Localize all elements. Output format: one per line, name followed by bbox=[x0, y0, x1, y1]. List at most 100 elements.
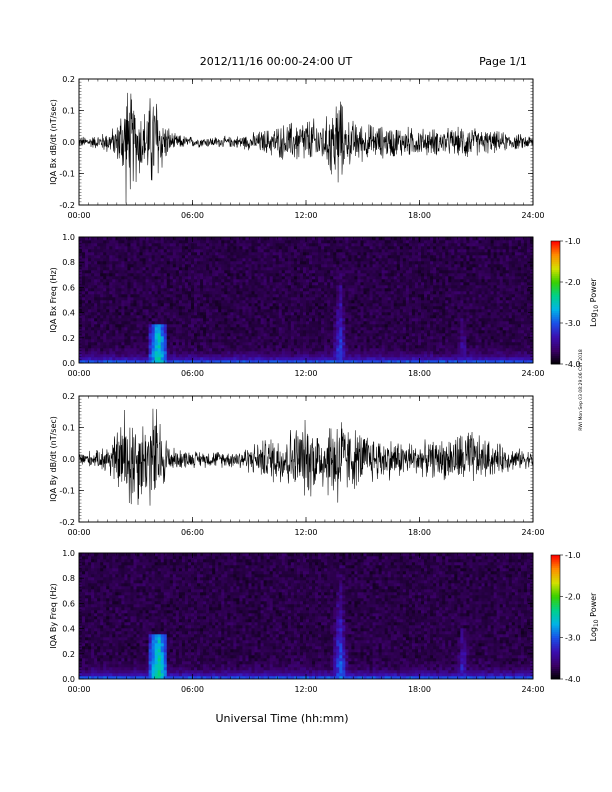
spectrogram-cell bbox=[215, 297, 219, 301]
spectrogram-cell bbox=[112, 336, 116, 340]
spectrogram-cell bbox=[221, 258, 225, 262]
spectrogram-cell bbox=[148, 339, 152, 343]
spectrogram-cell bbox=[315, 237, 319, 241]
spectrogram-cell bbox=[172, 300, 177, 304]
spectrogram-cell bbox=[260, 261, 264, 265]
spectrogram-cell bbox=[200, 273, 204, 277]
spectrogram-cell bbox=[130, 354, 134, 358]
spectrogram-cell bbox=[212, 264, 216, 268]
spectrogram-cell bbox=[242, 342, 246, 346]
spectrogram-cell bbox=[293, 318, 298, 322]
spectrogram-cell bbox=[184, 273, 189, 277]
spectrogram-cell bbox=[336, 249, 340, 253]
spectrogram-cell bbox=[118, 282, 122, 286]
spectrogram-cell bbox=[278, 258, 283, 262]
spectrogram-cell bbox=[263, 273, 267, 277]
spectrogram-cell bbox=[357, 258, 361, 262]
spectrogram-cell bbox=[82, 291, 86, 295]
spectrogram-cell bbox=[366, 258, 370, 262]
spectrogram-cell bbox=[178, 249, 183, 253]
spectrogram-cell bbox=[103, 288, 107, 292]
spectrogram-cell bbox=[133, 267, 137, 271]
spectrogram-cell bbox=[330, 354, 334, 358]
spectrogram-cell bbox=[236, 285, 240, 289]
spectrogram-cell bbox=[269, 285, 274, 289]
y-tick-label: -0.1 bbox=[59, 170, 75, 179]
spectrogram-cell bbox=[266, 258, 270, 262]
spectrogram-cell bbox=[184, 243, 189, 247]
spectrogram-cell bbox=[272, 258, 277, 262]
spectrogram-cell bbox=[381, 240, 385, 244]
spectrogram-cell bbox=[172, 279, 177, 283]
spectrogram-cell bbox=[417, 252, 422, 256]
spectrogram-cell bbox=[181, 261, 186, 265]
spectrogram-cell bbox=[233, 294, 237, 298]
spectrogram-cell bbox=[94, 267, 98, 271]
spectrogram-cell bbox=[411, 297, 416, 301]
spectrogram-cell bbox=[145, 258, 149, 262]
spectrogram-cell bbox=[254, 276, 258, 280]
spectrogram-cell bbox=[221, 336, 225, 340]
spectrogram-cell bbox=[203, 246, 207, 250]
spectrogram-cell bbox=[296, 318, 301, 322]
spectrogram-cell bbox=[148, 261, 152, 265]
spectrogram-cell bbox=[269, 336, 274, 340]
spectrogram-cell bbox=[233, 291, 237, 295]
spectrogram-cell bbox=[378, 357, 382, 361]
spectrogram-cell bbox=[245, 339, 249, 343]
spectrogram-cell bbox=[94, 348, 98, 352]
spectrogram-cell bbox=[333, 360, 337, 364]
spectrogram-cell bbox=[345, 345, 349, 349]
spectrogram-cell bbox=[402, 345, 407, 349]
spectrogram-cell bbox=[206, 300, 210, 304]
spectrogram-cell bbox=[366, 246, 370, 250]
spectrogram-cell bbox=[221, 270, 225, 274]
spectrogram-cell bbox=[260, 291, 264, 295]
panel-bx-spectrogram-marks: 00:00 06:00 12:00 18:00 24:001.00.80.60.40.2… bbox=[62, 233, 544, 378]
spectrogram-cell bbox=[187, 342, 192, 346]
spectrogram-cell bbox=[324, 285, 328, 289]
spectrogram-cell bbox=[100, 357, 104, 361]
spectrogram-cell bbox=[178, 324, 183, 328]
spectrogram-cell bbox=[309, 300, 313, 304]
spectrogram-cell bbox=[254, 351, 258, 355]
spectrogram-cell bbox=[184, 342, 189, 346]
spectrogram-cell bbox=[339, 249, 343, 253]
spectrogram-cell bbox=[148, 270, 152, 274]
spectrogram-cell bbox=[299, 303, 304, 307]
spectrogram-cell bbox=[224, 249, 228, 253]
spectrogram-cell bbox=[378, 351, 382, 355]
spectrogram-cell bbox=[206, 237, 210, 241]
spectrogram-cell bbox=[206, 240, 210, 244]
spectrogram-cell bbox=[197, 360, 201, 364]
spectrogram-cell bbox=[251, 240, 255, 244]
spectrogram-cell bbox=[393, 321, 398, 325]
spectrogram-cell bbox=[296, 267, 301, 271]
spectrogram-cell bbox=[115, 294, 119, 298]
spectrogram-cell bbox=[269, 264, 274, 268]
spectrogram-cell bbox=[215, 282, 219, 286]
spectrogram-cell bbox=[124, 342, 128, 346]
spectrogram-cell bbox=[393, 315, 398, 319]
spectrogram-cell bbox=[421, 285, 425, 289]
spectrogram-cell bbox=[248, 246, 252, 250]
spectrogram-cell bbox=[124, 294, 128, 298]
spectrogram-cell bbox=[97, 285, 101, 289]
spectrogram-cell bbox=[187, 279, 192, 283]
spectrogram-cell bbox=[417, 249, 422, 253]
spectrogram-cell bbox=[339, 276, 343, 280]
spectrogram-cell bbox=[151, 294, 155, 298]
spectrogram-cell bbox=[299, 339, 304, 343]
spectrogram-cell bbox=[421, 297, 425, 301]
spectrogram-cell bbox=[239, 282, 243, 286]
spectrogram-cell bbox=[315, 270, 319, 274]
spectrogram-cell bbox=[127, 300, 131, 304]
spectrogram-cell bbox=[363, 243, 367, 247]
spectrogram-cell bbox=[348, 318, 352, 322]
spectrogram-cell bbox=[112, 354, 116, 358]
spectrogram-cell bbox=[399, 330, 404, 334]
spectrogram-cell bbox=[357, 261, 361, 265]
spectrogram-cell bbox=[190, 312, 195, 316]
spectrogram-cell bbox=[148, 330, 152, 334]
spectrogram-cell bbox=[209, 324, 213, 328]
